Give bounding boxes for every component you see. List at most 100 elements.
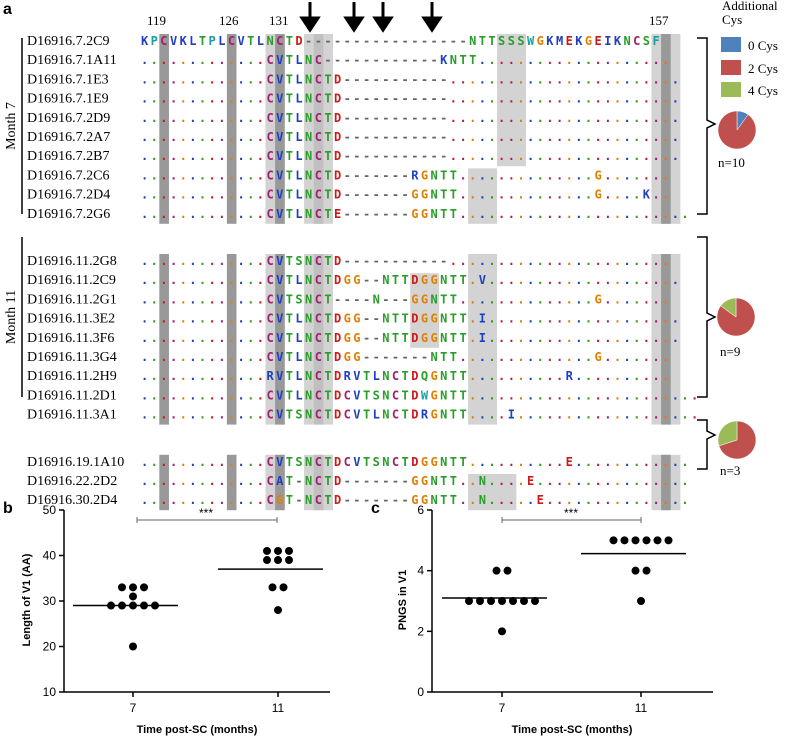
n-label-month11: n=9	[720, 344, 740, 359]
x-tick-label: 11	[272, 701, 285, 715]
x-tick-label: 7	[499, 701, 506, 715]
sequence-name: D16916.11.2C9	[27, 273, 116, 288]
data-point	[465, 597, 473, 605]
data-point	[274, 606, 282, 615]
legend-swatch-0cys	[721, 37, 741, 52]
sequence-name: D16916.7.2A7	[27, 130, 110, 145]
shade-block	[661, 254, 671, 425]
shade-block	[497, 34, 526, 167]
data-point	[503, 566, 512, 575]
data-point	[631, 536, 640, 545]
pie-chart-month7	[717, 110, 757, 150]
sequence-name: D16916.30.2D4	[27, 493, 117, 508]
legend-swatch-2cys	[721, 60, 741, 75]
data-point	[531, 597, 539, 605]
shade-block	[275, 254, 285, 425]
x-tick-label: 7	[130, 701, 137, 715]
position-126: 126	[219, 13, 239, 28]
shade-block	[226, 254, 237, 425]
legend-title: Additional	[722, 0, 778, 13]
legend-label-2cys: 2 Cys	[748, 61, 778, 76]
chart-pngs-v1: PNGS in V1 Time post-SC (months) *** 0 2 4…	[397, 503, 713, 736]
shade-block	[159, 34, 169, 224]
shade-block	[275, 454, 285, 511]
pie-slice	[718, 420, 757, 460]
sequence-name: D16916.11.3A1	[27, 408, 117, 423]
data-point	[498, 597, 506, 605]
sequence-name: D16916.11.3F6	[27, 331, 114, 346]
data-point	[274, 556, 282, 565]
sequence-name: D16916.7.2D9	[27, 111, 110, 126]
shade-block	[661, 34, 671, 224]
data-point	[520, 597, 528, 605]
sequence-name: D16916.11.2G8	[27, 254, 117, 269]
pie-chart-late	[717, 420, 757, 460]
data-point	[263, 546, 271, 555]
y-tick-label: 30	[43, 594, 57, 608]
sequence-name: D16916.11.2G1	[27, 292, 117, 307]
shade-block	[226, 454, 237, 511]
data-point	[268, 583, 277, 592]
significance-b: ***	[199, 506, 213, 520]
shade-block	[468, 168, 498, 224]
arrow-down-icon	[372, 2, 394, 33]
group-label-month7: Month 7	[4, 102, 19, 150]
sequence-name: D16916.7.2B7	[27, 149, 109, 164]
xlabel-c: Time post-SC (months)	[512, 724, 633, 736]
data-point	[642, 566, 651, 575]
sequence-name: D16916.7.2G6	[27, 207, 110, 222]
legend-label-0cys: 0 Cys	[748, 38, 778, 53]
panel-label-b: b	[3, 500, 13, 517]
y-tick-label: 20	[43, 640, 57, 654]
data-point	[263, 556, 271, 565]
sequence-name: D16916.7.2C9	[27, 34, 109, 49]
group-month7: Month 7 n=10	[4, 37, 757, 215]
shade-block	[661, 454, 671, 511]
data-point	[476, 597, 484, 605]
ylabel-v1-length: Length of V1 (AA)	[21, 553, 33, 646]
pie-slice	[717, 110, 757, 150]
sequence-name: D16916.7.2C6	[27, 168, 109, 183]
data-point	[492, 566, 501, 575]
shade-block	[313, 254, 324, 425]
sequence-name: D16916.7.1A11	[27, 53, 117, 68]
data-point	[637, 597, 645, 605]
data-point	[279, 583, 288, 592]
arrow-markers	[299, 2, 443, 33]
y-tick-label: 4	[417, 564, 424, 578]
n-label-month7: n=10	[718, 155, 745, 170]
sequence-name: D16916.22.2D2	[27, 474, 117, 489]
y-tick-label: 2	[417, 624, 424, 638]
data-point	[498, 627, 506, 636]
arrow-down-icon	[343, 2, 365, 33]
shade-block	[159, 254, 169, 425]
sequence-name: D16916.7.2D4	[27, 188, 110, 203]
data-point	[487, 597, 495, 605]
y-tick-label: 6	[417, 503, 424, 517]
shade-block	[275, 34, 285, 224]
data-point	[129, 642, 137, 651]
arrow-down-icon	[421, 2, 443, 33]
shade-block	[226, 34, 237, 224]
group-month11: Month 11 n=9	[4, 236, 756, 398]
shade-block	[468, 474, 517, 511]
sequence-name: D16916.7.1E3	[27, 72, 109, 87]
position-157: 157	[649, 13, 669, 28]
pie-chart-month11	[716, 297, 756, 337]
y-tick-label: 0	[417, 685, 424, 699]
